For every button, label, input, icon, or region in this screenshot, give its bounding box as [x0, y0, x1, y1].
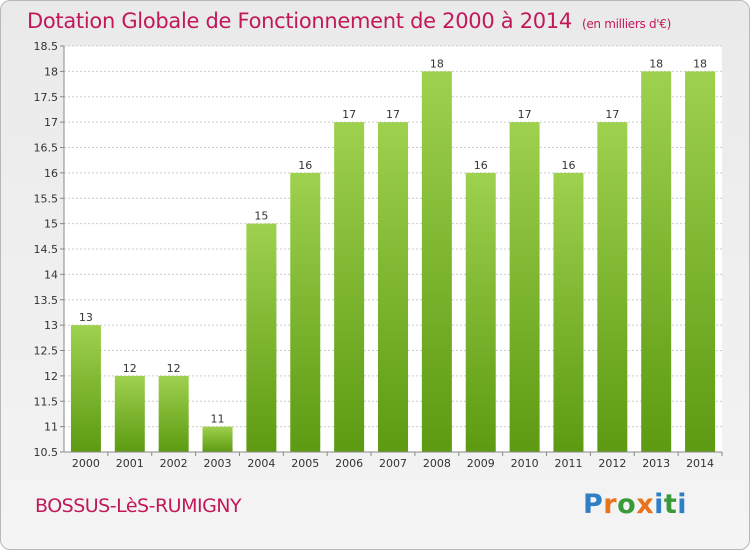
data-label-2013: 18	[649, 57, 663, 70]
logo-letter: i	[654, 489, 664, 520]
x-tick-label-2007: 2007	[379, 457, 407, 470]
x-tick-label-2009: 2009	[467, 457, 495, 470]
bars	[70, 71, 716, 452]
bar-2003	[202, 426, 233, 452]
logo-letter: i	[677, 489, 688, 520]
y-tick-label: 11	[44, 421, 58, 434]
commune-name: BOSSUS-LèS-RUMIGNY	[35, 495, 242, 517]
data-label-2004: 15	[254, 210, 268, 223]
bar-2008	[421, 71, 452, 452]
y-tick-label: 18.5	[34, 40, 59, 53]
x-tick-label-2002: 2002	[160, 457, 188, 470]
data-label-2011: 16	[561, 159, 575, 172]
x-tick-label-2005: 2005	[291, 457, 319, 470]
bar-2009	[465, 172, 496, 452]
y-tick-label: 10.5	[34, 446, 59, 459]
x-tick-label-2011: 2011	[554, 457, 582, 470]
logo-letter: x	[636, 489, 655, 520]
x-tick-label-2004: 2004	[247, 457, 275, 470]
x-tick-label-2010: 2010	[511, 457, 539, 470]
data-label-2012: 17	[605, 108, 619, 121]
bar-2007	[378, 122, 408, 452]
y-tick-label: 13.5	[34, 294, 59, 307]
logo-letter: o	[617, 489, 637, 520]
bar-2010	[509, 122, 540, 452]
bar-2014	[685, 71, 716, 452]
y-tick-label: 16.5	[34, 142, 59, 155]
x-tick-label-2000: 2000	[72, 457, 100, 470]
x-tick-label-2006: 2006	[335, 457, 363, 470]
y-tick-label: 12	[44, 370, 58, 383]
x-tick-label-2014: 2014	[686, 457, 714, 470]
logo-letter: t	[663, 489, 678, 520]
data-label-2001: 12	[123, 362, 137, 375]
x-tick-label-2003: 2003	[204, 457, 232, 470]
data-label-2005: 16	[298, 159, 312, 172]
chart-title: Dotation Globale de Fonctionnement de 20…	[27, 9, 671, 33]
x-tick-label-2008: 2008	[423, 457, 451, 470]
x-tick-label-2012: 2012	[598, 457, 626, 470]
bar-2012	[597, 122, 628, 452]
bar-2002	[158, 375, 189, 452]
bar-2004	[246, 223, 277, 452]
logo-letter: r	[603, 489, 618, 520]
y-tick-label: 11.5	[34, 395, 59, 408]
chart-unit: (en milliers d'€)	[581, 17, 671, 31]
y-tick-label: 16	[44, 167, 58, 180]
data-label-2007: 17	[386, 108, 400, 121]
y-tick-label: 14.5	[34, 243, 59, 256]
y-tick-label: 18	[44, 65, 58, 78]
data-label-2000: 13	[79, 311, 93, 324]
y-tick-label: 15.5	[34, 192, 59, 205]
y-tick-label: 14	[44, 268, 58, 281]
y-tick-label: 17.5	[34, 91, 59, 104]
y-tick-label: 17	[44, 116, 58, 129]
bar-2006	[334, 122, 365, 452]
data-label-2006: 17	[342, 108, 356, 121]
logo-letter: P	[583, 489, 604, 520]
data-label-2010: 17	[518, 108, 532, 121]
data-label-2014: 18	[693, 57, 707, 70]
bar-2001	[114, 375, 145, 452]
data-label-2003: 11	[211, 413, 225, 426]
bar-2000	[70, 325, 101, 452]
bar-2011	[553, 172, 584, 452]
bar-2005	[290, 172, 321, 452]
chart-title-text: Dotation Globale de Fonctionnement de 20…	[27, 9, 572, 33]
proxiti-logo: Proxiti	[583, 489, 687, 520]
y-tick-label: 12.5	[34, 345, 59, 358]
x-axis-ticks: 2000 2001 2002 2003 2004 2005 2006 2007 2008 2009…	[72, 452, 723, 470]
y-axis-ticks: 10.5 11 11.5 12 12.5 13 13.5 14 14.5 15 15.5 16 16.5…	[34, 40, 722, 459]
data-labels: 13 12 12 11 15 16 17 17 18 16 17 16 17 18 18	[79, 57, 707, 425]
data-label-2009: 16	[474, 159, 488, 172]
bar-2013	[641, 71, 672, 452]
y-tick-label: 15	[44, 218, 58, 231]
data-label-2002: 12	[167, 362, 181, 375]
x-tick-label-2001: 2001	[116, 457, 144, 470]
x-tick-label-2013: 2013	[642, 457, 670, 470]
y-tick-label: 13	[44, 319, 58, 332]
data-label-2008: 18	[430, 57, 444, 70]
